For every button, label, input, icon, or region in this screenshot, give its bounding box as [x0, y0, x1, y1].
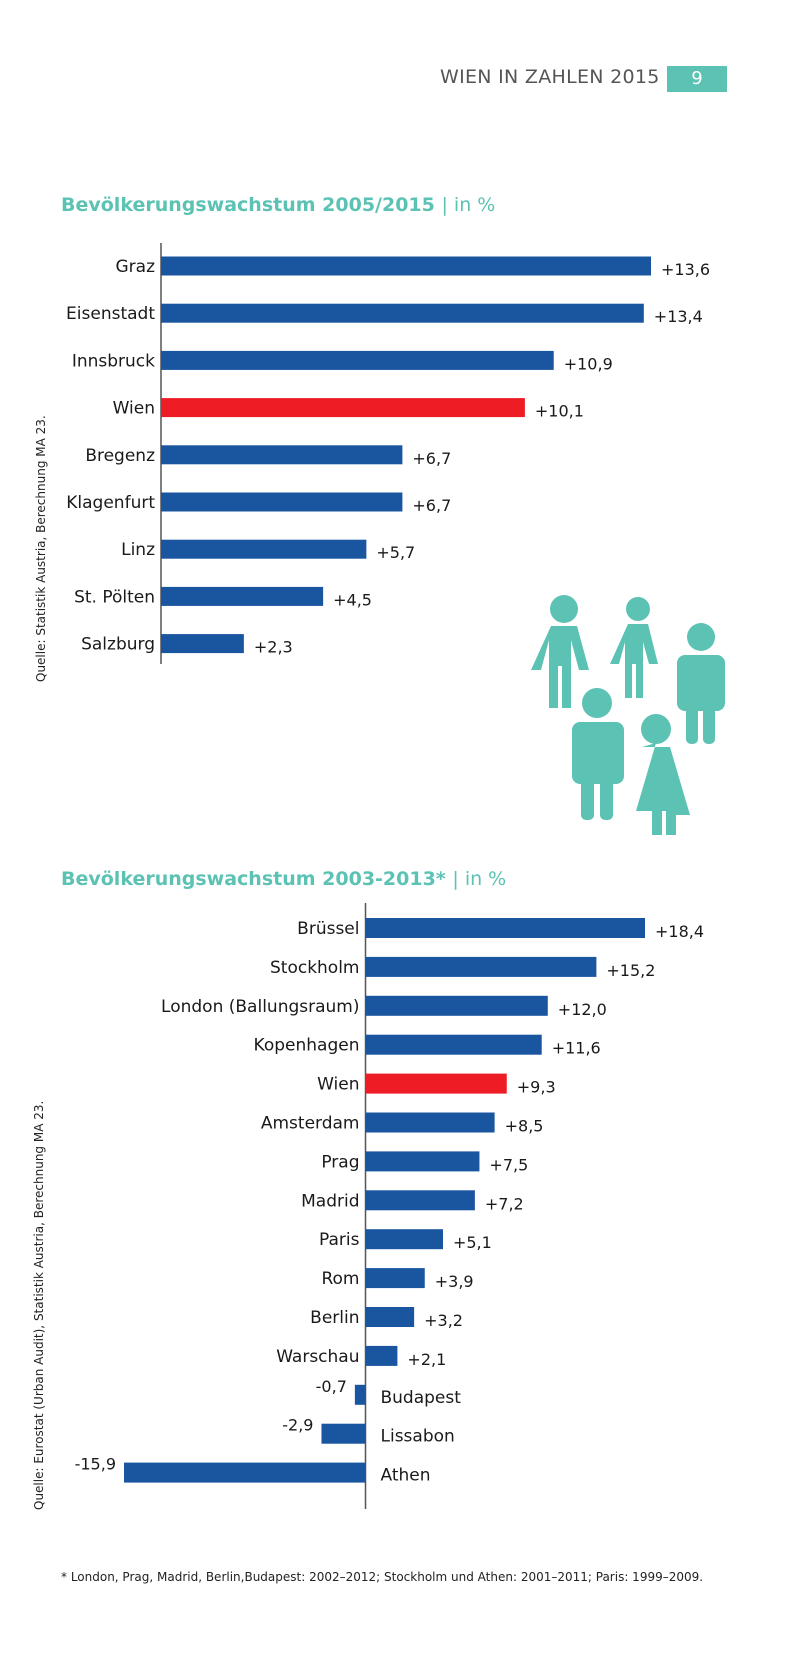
chart1-category-label: Wien — [113, 399, 155, 419]
chart2-category-label: Madrid — [301, 1191, 359, 1211]
chart1-category-label: Bregenz — [85, 446, 155, 466]
chart1-value-label: +6,7 — [412, 449, 451, 468]
person-icon — [531, 595, 589, 708]
chart2-value-label: +11,6 — [552, 1039, 601, 1058]
chart2-value-label: +18,4 — [655, 922, 704, 941]
chart1-title-unit: | in % — [441, 194, 496, 216]
chart2-bar — [354, 1384, 366, 1405]
chart2-value-label: -2,9 — [282, 1416, 313, 1435]
chart2-value-label: -0,7 — [316, 1377, 347, 1396]
chart1-title-text: Bevölkerungswachstum 2005/2015 — [61, 194, 435, 216]
chart2-category-label: Lissabon — [381, 1427, 455, 1447]
chart1-value-label: +5,7 — [376, 543, 415, 562]
chart2-bar — [365, 1229, 443, 1250]
chart2-category-label: Wien — [317, 1075, 359, 1095]
chart1-bar — [161, 350, 554, 370]
chart1-category-label: St. Pölten — [74, 587, 155, 607]
chart2-bar — [365, 1190, 475, 1211]
chart2-title-text: Bevölkerungswachstum 2003-2013* — [61, 868, 446, 890]
chart2-category-label: Stockholm — [270, 958, 360, 978]
chart2-bar — [365, 1112, 495, 1133]
chart2-category-label: London (Ballungsraum) — [161, 997, 359, 1017]
chart2-value-label: +9,3 — [517, 1078, 556, 1097]
chart2-bar — [365, 1268, 425, 1289]
chart2-value-label: +2,1 — [407, 1350, 446, 1369]
chart1-bar — [161, 539, 367, 559]
chart2-title-unit: | in % — [452, 868, 507, 890]
chart2-bar — [365, 956, 597, 977]
chart1-value-label: +2,3 — [254, 638, 293, 657]
chart2-value-label: +3,2 — [424, 1311, 463, 1330]
chart1-value-label: +4,5 — [333, 590, 372, 609]
chart1-value-label: +10,9 — [564, 354, 613, 373]
chart2-bar — [124, 1462, 366, 1483]
chart2-category-label: Prag — [321, 1152, 359, 1172]
chart2-category-label: Berlin — [310, 1308, 359, 1328]
chart1-bar — [161, 445, 403, 465]
chart1-bar — [161, 634, 244, 654]
page-number-badge: 9 — [667, 66, 727, 92]
chart2-bar — [365, 1151, 480, 1172]
chart1-bar — [161, 256, 651, 276]
chart2-value-label: +8,5 — [505, 1117, 544, 1136]
chart2-bar — [365, 1345, 398, 1366]
chart1-category-label: Graz — [115, 257, 155, 277]
person-icon — [636, 714, 690, 835]
footnote: * London, Prag, Madrid, Berlin,Budapest:… — [61, 1570, 704, 1584]
chart1-value-label: +13,4 — [654, 307, 703, 326]
chart1-category-label: Linz — [121, 540, 155, 560]
chart1-value-label: +13,6 — [661, 260, 710, 279]
chart2-category-label: Budapest — [381, 1388, 462, 1408]
chart2-category-label: Warschau — [276, 1347, 359, 1367]
person-icon — [677, 623, 725, 744]
chart2-value-label: +15,2 — [606, 961, 655, 980]
chart1-bar — [161, 586, 324, 606]
chart2-value-label: +3,9 — [435, 1272, 474, 1291]
chart2-category-label: Kopenhagen — [254, 1036, 360, 1056]
chart2-category-label: Brüssel — [297, 919, 359, 939]
person-icon — [572, 688, 624, 820]
chart2-bar — [365, 1307, 415, 1327]
chart1-bar — [161, 492, 403, 512]
chart2-bar — [365, 995, 548, 1016]
chart1-category-label: Klagenfurt — [66, 493, 155, 513]
chart2-value-label: -15,9 — [75, 1455, 116, 1474]
chart2-bar — [365, 1034, 542, 1055]
chart2-bar — [321, 1423, 366, 1444]
person-icon — [610, 597, 658, 698]
chart2-category-label: Amsterdam — [261, 1114, 360, 1134]
chart2-bar — [365, 918, 645, 938]
chart1-value-label: +10,1 — [535, 402, 584, 421]
chart2-category-label: Athen — [381, 1466, 431, 1486]
people-illustration — [531, 595, 725, 835]
chart2-title: Bevölkerungswachstum 2003-2013* | in % — [61, 868, 506, 890]
chart2-value-label: +7,2 — [485, 1194, 524, 1213]
chart2-category-label: Paris — [319, 1230, 360, 1250]
chart2-category-label: Rom — [321, 1269, 359, 1289]
page-header-title: WIEN IN ZAHLEN 2015 — [440, 66, 660, 88]
chart1-category-label: Innsbruck — [72, 351, 155, 371]
chart1-title: Bevölkerungswachstum 2005/2015 | in % — [61, 194, 495, 216]
chart2-value-label: +5,1 — [453, 1233, 492, 1252]
chart1-value-label: +6,7 — [412, 496, 451, 515]
chart1-svg: Graz +13,6 Eisenstadt +13,4 Innsbruck +10,9 Wi… — [66, 243, 710, 664]
chart1-bar — [161, 303, 644, 323]
chart2-svg: Brüssel +18,4 Stockholm +15,2 London (Ballun… — [75, 903, 704, 1509]
chart1-category-label: Salzburg — [81, 635, 155, 655]
chart2-value-label: +12,0 — [558, 1000, 607, 1019]
chart1-category-label: Eisenstadt — [66, 304, 155, 324]
chart2-value-label: +7,5 — [489, 1155, 528, 1174]
chart2-bar — [365, 1073, 507, 1094]
chart1-bar — [161, 398, 525, 418]
